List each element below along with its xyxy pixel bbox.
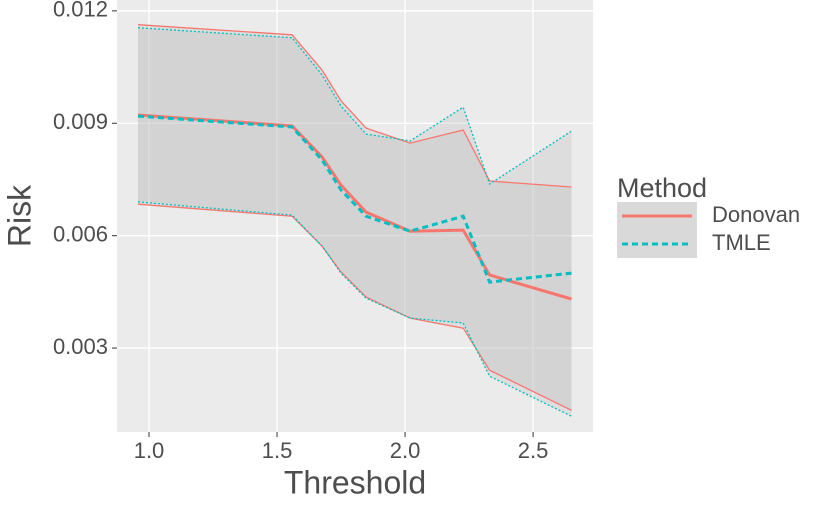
panel bbox=[117, 0, 593, 432]
x-tick-label: 2.0 bbox=[390, 438, 421, 463]
plot-area bbox=[137, 24, 572, 417]
legend-title: Method bbox=[617, 173, 707, 203]
ribbon bbox=[138, 27, 572, 417]
y-tick-label: 0.003 bbox=[53, 334, 108, 359]
axes: 0.003 0.006 0.009 0.012 1.0 1.5 2.0 2.5 bbox=[53, 0, 548, 463]
bound-line bbox=[137, 27, 572, 185]
bound-line bbox=[137, 24, 572, 188]
x-tick-label: 1.0 bbox=[134, 438, 165, 463]
legend: Method Donovan TMLE bbox=[617, 173, 800, 258]
y-tick-label: 0.006 bbox=[53, 221, 108, 246]
legend-label: Donovan bbox=[712, 202, 800, 227]
y-tick-label: 0.012 bbox=[53, 0, 108, 22]
bound-line bbox=[137, 201, 572, 417]
series-line bbox=[137, 114, 572, 284]
y-tick-label: 0.009 bbox=[53, 109, 108, 134]
x-axis-label: Threshold bbox=[284, 464, 426, 500]
legend-label: TMLE bbox=[712, 230, 771, 255]
grid bbox=[117, 0, 593, 432]
series-line bbox=[137, 113, 572, 301]
x-tick-label: 1.5 bbox=[262, 438, 293, 463]
ribbon bbox=[138, 24, 572, 411]
x-tick-label: 2.5 bbox=[518, 438, 549, 463]
y-axis-label: Risk bbox=[1, 184, 37, 247]
